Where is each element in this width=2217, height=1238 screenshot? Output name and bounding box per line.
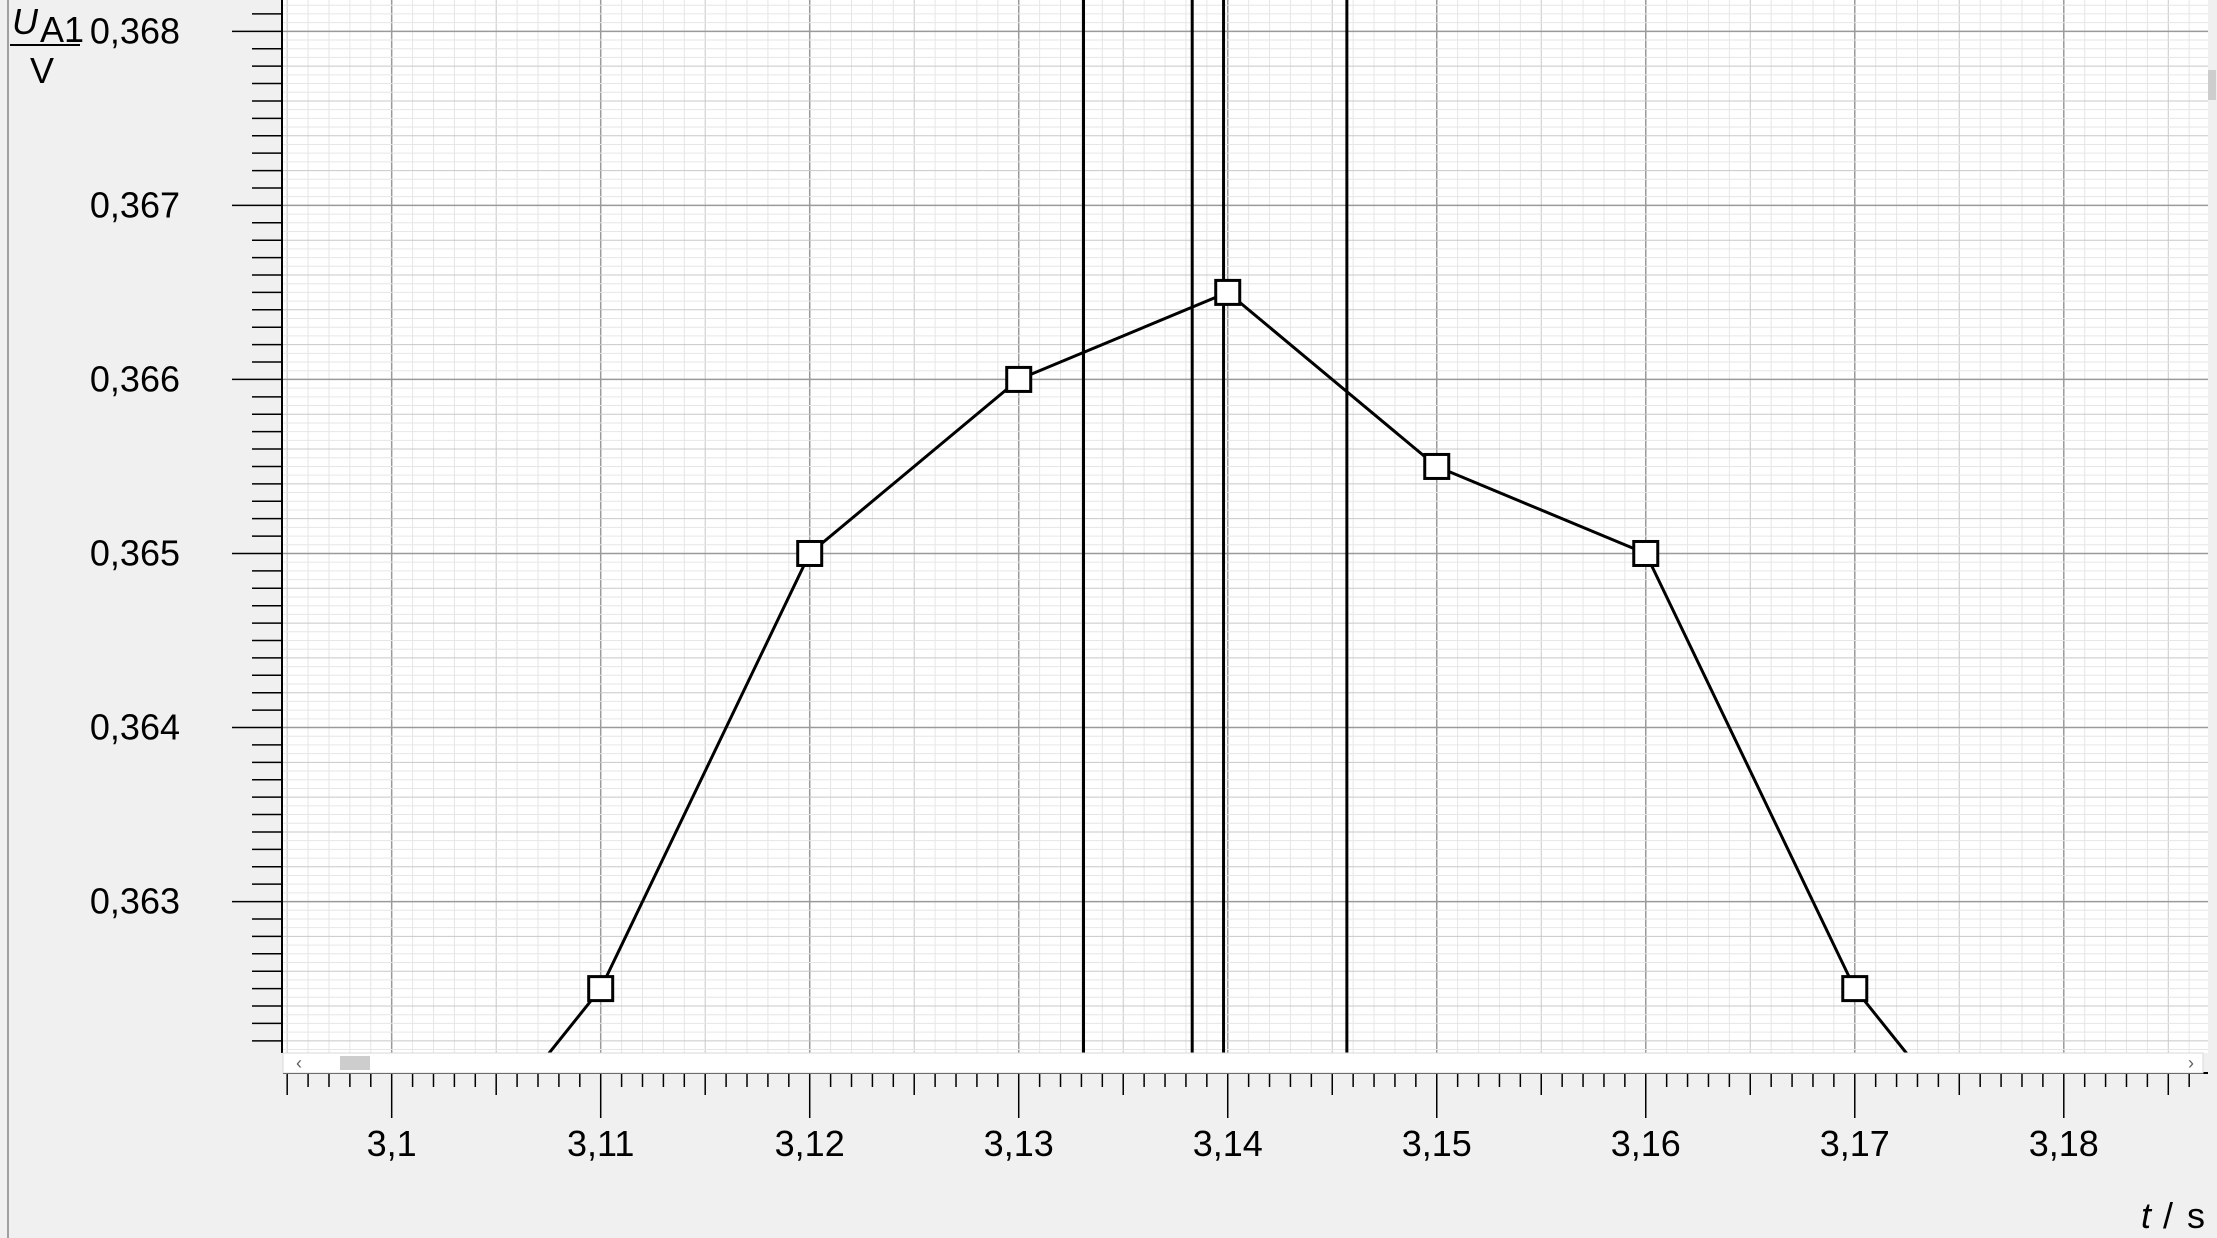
horizontal-scrollbar[interactable]: ‹ ›: [282, 1052, 2204, 1074]
data-point-marker: [1005, 365, 1033, 393]
scroll-right-arrow[interactable]: ›: [2188, 1053, 2194, 1073]
x-tick-label: 3,13: [984, 1123, 1054, 1164]
data-point-marker: [1423, 452, 1451, 480]
x-tick-label: 3,18: [2029, 1123, 2099, 1164]
grid: [283, 0, 2208, 1053]
x-axis-unit: s: [2187, 1195, 2205, 1236]
y-tick-label: 0,367: [90, 184, 180, 225]
x-tick-label: 3,1: [367, 1123, 417, 1164]
x-tick-label: 3,15: [1402, 1123, 1472, 1164]
y-axis: 0,363 0,364 0,365 0,366 0,367 0,368: [90, 0, 283, 1053]
plot-area[interactable]: [283, 0, 2208, 1053]
y-tick-label: 0,366: [90, 358, 180, 399]
data-series: [547, 278, 1909, 1053]
x-tick-label: 3,16: [1611, 1123, 1681, 1164]
data-point-marker: [1214, 278, 1242, 306]
x-tick-label: 3,11: [567, 1123, 634, 1164]
x-tick-label: 3,14: [1193, 1123, 1263, 1164]
x-axis-label: t / s: [2141, 1195, 2205, 1236]
x-tick-label: 3,17: [1820, 1123, 1890, 1164]
y-axis-label: U A1 V: [10, 1, 84, 91]
x-axis-separator: /: [2163, 1195, 2173, 1236]
cursor-lines[interactable]: [1082, 0, 1349, 1053]
data-point-marker: [1841, 975, 1869, 1003]
y-axis-subscript: A1: [40, 9, 84, 50]
scrollbar-track[interactable]: [282, 1052, 2204, 1074]
y-tick-label: 0,363: [90, 881, 180, 922]
y-tick-label: 0,365: [90, 532, 180, 573]
y-tick-label: 0,368: [90, 10, 180, 51]
scrollbar-thumb[interactable]: [340, 1056, 370, 1070]
data-point-marker: [796, 539, 824, 567]
scroll-left-arrow[interactable]: ‹: [296, 1053, 302, 1073]
y-axis-symbol: U: [12, 1, 39, 42]
x-tick-label: 3,12: [775, 1123, 845, 1164]
data-point-marker: [1632, 539, 1660, 567]
vertical-scrollbar-thumb[interactable]: [2208, 70, 2216, 100]
y-axis-unit: V: [30, 50, 54, 91]
data-point-marker: [587, 975, 615, 1003]
y-tick-label: 0,364: [90, 707, 180, 748]
x-axis-symbol: t: [2141, 1195, 2153, 1236]
